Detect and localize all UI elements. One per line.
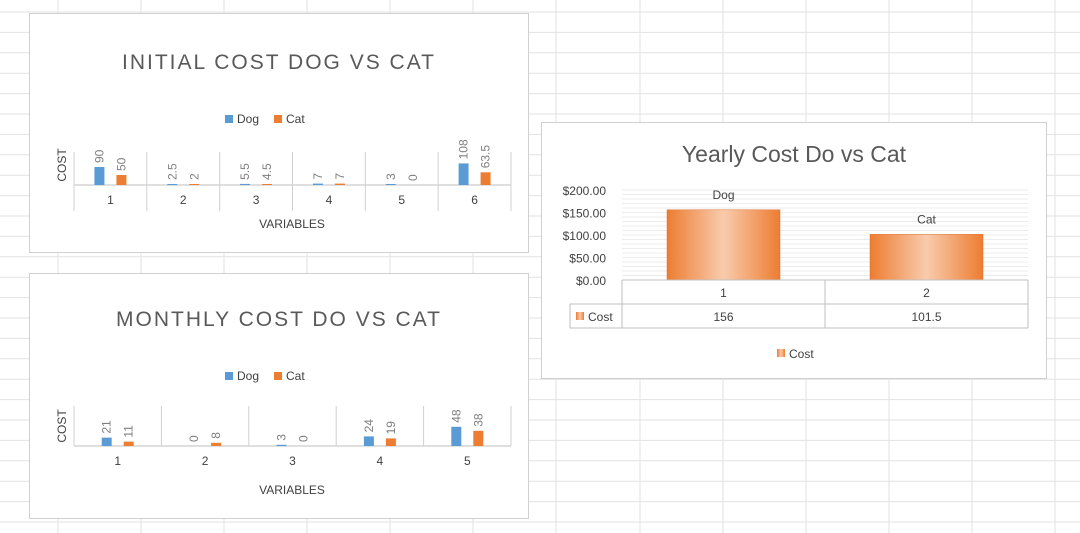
chart-title: Yearly Cost Do vs Cat (682, 141, 907, 167)
y-tick-label: $100.00 (563, 229, 607, 243)
data-label-dog-3: 3 (275, 434, 289, 441)
y-tick-label: $150.00 (563, 207, 607, 221)
x-tick-label-3: 3 (289, 454, 296, 468)
data-label-cat-2: 2 (187, 173, 201, 180)
data-label-cat-3: 0 (297, 435, 311, 442)
bar-dog-5 (385, 184, 396, 185)
bar-cat-3 (262, 184, 273, 185)
y-axis-label: COST (55, 148, 69, 182)
y-axis-label: COST (55, 409, 69, 443)
bar-cat-6 (480, 172, 491, 185)
x-tick-label-2: 2 (202, 454, 209, 468)
bar-dog-1 (94, 167, 105, 185)
data-label-dog-2: 0 (187, 435, 201, 442)
bar-cost-1 (666, 209, 781, 281)
table-series-label: Cost (588, 310, 613, 324)
x-tick-label-1: 1 (107, 193, 114, 207)
data-label-cat-1: 50 (114, 157, 128, 171)
chart-legend: Dog Cat (225, 369, 305, 383)
data-label-dog-2: 2.5 (165, 163, 179, 180)
y-tick-label: $200.00 (563, 184, 607, 198)
chart-yearly-cost-svg: Yearly Cost Do vs Cat $0.00 $50.00 $100.00 $… (563, 141, 1029, 361)
bar-cat-4 (385, 438, 396, 446)
data-label-cat-6: 63.5 (479, 145, 493, 169)
bar-dog-6 (458, 163, 469, 185)
bar-dog-4 (363, 436, 374, 446)
legend-label-cat: Cat (286, 369, 305, 383)
legend-swatch-dog (225, 115, 233, 123)
legend-swatch-cat (274, 372, 282, 380)
table-value-2: 101.5 (911, 310, 941, 324)
data-label-dog-5: 3 (384, 173, 398, 180)
legend-label-dog: Dog (237, 369, 259, 383)
x-tick-label-5: 5 (398, 193, 405, 207)
y-tick-label: $50.00 (569, 252, 606, 266)
data-label-cat-4: 19 (384, 421, 398, 435)
bar-label-2: Cat (917, 212, 936, 226)
data-label-cat-4: 7 (333, 173, 347, 180)
bar-cat-2 (211, 442, 222, 446)
x-tick-label-4: 4 (326, 193, 333, 207)
chart-title: INITIAL COST DOG VS CAT (122, 51, 436, 74)
data-label-dog-4: 24 (362, 419, 376, 433)
chart-legend: Dog Cat (225, 112, 305, 126)
table-value-1: 156 (713, 310, 733, 324)
data-label-dog-4: 7 (311, 173, 325, 180)
bar-cat-4 (334, 183, 345, 185)
bar-dog-3 (240, 183, 251, 185)
bar-dog-1 (101, 437, 112, 446)
legend-label-dog: Dog (237, 112, 259, 126)
x-axis-label: VARIABLES (259, 483, 325, 497)
legend-swatch-cat (274, 115, 282, 123)
table-series-swatch (576, 312, 584, 320)
data-label-cat-2: 8 (209, 432, 223, 439)
data-label-cat-5: 38 (471, 413, 485, 427)
bar-dog-3 (276, 444, 287, 446)
x-tick-label-5: 5 (464, 454, 471, 468)
data-label-cat-5: 0 (406, 174, 420, 181)
data-label-dog-5: 48 (449, 409, 463, 423)
bar-label-1: Dog (712, 188, 734, 202)
chart-monthly-cost[interactable]: MONTHLY COST DO VS CAT Dog Cat COST 21 11 1 0 8 2… (29, 273, 529, 519)
table-category-1: 1 (720, 286, 727, 300)
x-tick-label-2: 2 (180, 193, 187, 207)
x-axis-label: VARIABLES (259, 217, 325, 231)
x-tick-label-4: 4 (377, 454, 384, 468)
legend-label-cost: Cost (789, 347, 814, 361)
bar-cost-2 (869, 234, 984, 281)
bar-dog-5 (451, 426, 462, 446)
chart-initial-cost[interactable]: INITIAL COST DOG VS CAT Dog Cat COST 90 50 1 2.… (29, 13, 529, 253)
data-label-cat-1: 11 (122, 425, 136, 438)
x-tick-label-3: 3 (253, 193, 260, 207)
bar-cat-1 (116, 175, 127, 185)
chart-yearly-cost[interactable]: Yearly Cost Do vs Cat $0.00 $50.00 $100.00 $… (541, 122, 1047, 379)
legend-label-cat: Cat (286, 112, 305, 126)
x-tick-label-1: 1 (114, 454, 121, 468)
y-tick-label: $0.00 (576, 274, 606, 288)
data-label-dog-3: 5.5 (238, 163, 252, 180)
bar-cat-5 (473, 430, 484, 446)
table-category-2: 2 (923, 286, 930, 300)
bar-cat-1 (123, 441, 134, 446)
data-label-cat-3: 4.5 (260, 163, 274, 180)
data-label-dog-1: 90 (92, 149, 106, 163)
x-tick-label-6: 6 (471, 193, 478, 207)
data-label-dog-1: 21 (100, 420, 114, 434)
bar-dog-2 (167, 184, 178, 185)
legend-swatch-dog (225, 372, 233, 380)
bar-dog-4 (312, 183, 323, 185)
chart-title: MONTHLY COST DO VS CAT (116, 308, 442, 331)
legend-swatch-cost (777, 349, 785, 357)
bar-cat-2 (189, 184, 200, 185)
data-label-dog-6: 108 (457, 139, 471, 159)
